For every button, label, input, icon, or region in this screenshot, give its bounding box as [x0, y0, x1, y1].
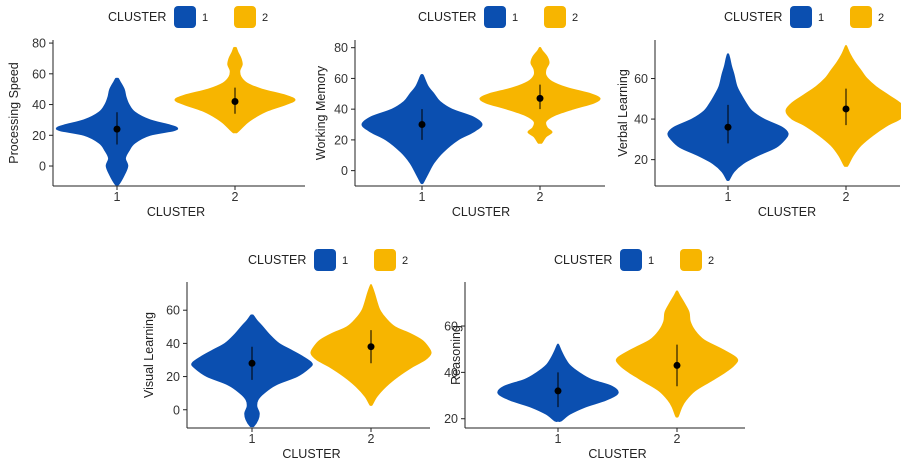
y-axis-title: Working Memory	[314, 65, 328, 160]
mean-point-cluster-1	[418, 121, 426, 129]
y-tick-label: 40	[444, 366, 458, 380]
x-axis-title: CLUSTER	[452, 205, 510, 219]
mean-point-cluster-2	[367, 343, 375, 351]
legend-label-1: 1	[512, 12, 518, 24]
legend-key-2	[850, 6, 872, 28]
violin-cluster-2	[785, 44, 901, 167]
y-axis-title: Visual Learning	[142, 312, 156, 398]
y-tick-label: 0	[341, 164, 348, 178]
y-tick-label: 0	[39, 160, 46, 174]
x-tick-label-1: 1	[249, 432, 256, 446]
y-tick-label: 80	[32, 37, 46, 51]
mean-point-cluster-1	[554, 387, 562, 395]
x-axis-title: CLUSTER	[282, 447, 340, 461]
y-tick-label: 20	[634, 153, 648, 167]
legend-key-2	[234, 6, 256, 28]
legend-label-1: 1	[818, 12, 824, 24]
x-axis-title: CLUSTER	[147, 205, 205, 219]
legend-label-2: 2	[402, 255, 408, 267]
legend: CLUSTER 1 2	[418, 6, 578, 28]
y-tick-label: 40	[166, 337, 180, 351]
legend-label-2: 2	[572, 12, 578, 24]
legend-key-1	[484, 6, 506, 28]
x-tick-label-2: 2	[232, 190, 239, 204]
legend-title: CLUSTER	[554, 253, 612, 267]
legend-key-1	[620, 249, 642, 271]
mean-point-cluster-1	[113, 125, 121, 133]
y-tick-label: 20	[334, 133, 348, 147]
mean-point-cluster-2	[842, 105, 850, 113]
y-tick-label: 60	[32, 67, 46, 81]
legend: CLUSTER 1 2	[108, 6, 268, 28]
legend: CLUSTER 1 2	[248, 249, 408, 271]
legend-key-1	[790, 6, 812, 28]
x-tick-label-1: 1	[114, 190, 121, 204]
legend-key-1	[314, 249, 336, 271]
mean-point-cluster-1	[248, 359, 256, 367]
y-tick-label: 40	[32, 98, 46, 112]
x-tick-label-2: 2	[843, 190, 850, 204]
y-tick-label: 60	[634, 72, 648, 86]
mean-point-cluster-1	[724, 123, 732, 131]
legend-title: CLUSTER	[248, 253, 306, 267]
x-tick-label-1: 1	[419, 190, 426, 204]
y-tick-label: 0	[173, 403, 180, 417]
y-tick-label: 20	[166, 370, 180, 384]
x-tick-label-1: 1	[555, 432, 562, 446]
legend-key-2	[374, 249, 396, 271]
x-tick-label-2: 2	[368, 432, 375, 446]
legend-label-2: 2	[878, 12, 884, 24]
y-tick-label: 60	[334, 72, 348, 86]
y-tick-label: 80	[334, 41, 348, 55]
x-tick-label-2: 2	[674, 432, 681, 446]
y-tick-label: 40	[334, 103, 348, 117]
y-tick-label: 60	[444, 320, 458, 334]
x-tick-label-1: 1	[725, 190, 732, 204]
y-axis-title: Processing Speed	[7, 62, 21, 164]
panel-3: CLUSTER 1 2 20 40 60 Verbal Learning 1 2 CLUSTER	[616, 6, 901, 219]
legend-title: CLUSTER	[724, 10, 782, 24]
mean-point-cluster-2	[231, 97, 239, 105]
y-tick-label: 60	[166, 304, 180, 318]
y-tick-label: 40	[634, 113, 648, 127]
x-axis-title: CLUSTER	[758, 205, 816, 219]
y-axis-title: Verbal Learning	[616, 69, 630, 157]
y-tick-label: 20	[444, 412, 458, 426]
y-axis-title: Reasoning	[449, 325, 463, 385]
legend-label-2: 2	[708, 255, 714, 267]
legend-label-2: 2	[262, 12, 268, 24]
legend-key-2	[680, 249, 702, 271]
legend-key-2	[544, 6, 566, 28]
legend-label-1: 1	[648, 255, 654, 267]
legend-label-1: 1	[342, 255, 348, 267]
legend: CLUSTER 1 2	[724, 6, 884, 28]
mean-point-cluster-2	[536, 94, 544, 102]
legend: CLUSTER 1 2	[554, 249, 714, 271]
legend-title: CLUSTER	[108, 10, 166, 24]
mean-point-cluster-2	[673, 361, 681, 369]
x-axis-title: CLUSTER	[588, 447, 646, 461]
legend-label-1: 1	[202, 12, 208, 24]
legend-key-1	[174, 6, 196, 28]
y-tick-label: 20	[32, 129, 46, 143]
legend-title: CLUSTER	[418, 10, 476, 24]
x-tick-label-2: 2	[537, 190, 544, 204]
